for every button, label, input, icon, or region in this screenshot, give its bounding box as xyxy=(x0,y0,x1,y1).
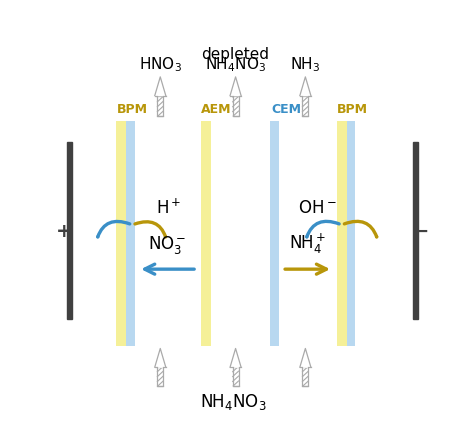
Polygon shape xyxy=(230,348,241,367)
Bar xyxy=(271,121,279,346)
FancyArrowPatch shape xyxy=(98,221,130,237)
Text: AEM: AEM xyxy=(201,103,232,116)
FancyArrowPatch shape xyxy=(344,221,377,237)
Bar xyxy=(157,95,163,116)
Polygon shape xyxy=(155,77,166,95)
Text: −: − xyxy=(413,222,429,241)
Bar xyxy=(201,121,211,346)
Bar xyxy=(347,121,355,346)
Bar xyxy=(337,121,347,346)
Bar xyxy=(302,367,308,386)
Bar xyxy=(233,95,238,116)
Bar xyxy=(233,367,238,386)
FancyArrowPatch shape xyxy=(135,222,165,237)
Text: depleted: depleted xyxy=(201,47,270,62)
Text: NH$_4$NO$_3$: NH$_4$NO$_3$ xyxy=(200,392,266,412)
Text: NO$_3^-$: NO$_3^-$ xyxy=(148,233,187,255)
Text: +: + xyxy=(55,222,72,241)
Text: OH$^-$: OH$^-$ xyxy=(298,199,336,217)
Text: BPM: BPM xyxy=(117,103,148,116)
Bar xyxy=(302,95,308,116)
Text: BPM: BPM xyxy=(337,103,368,116)
Bar xyxy=(127,121,135,346)
Polygon shape xyxy=(300,77,311,95)
Text: HNO$_3$: HNO$_3$ xyxy=(139,55,182,74)
FancyArrowPatch shape xyxy=(307,221,339,237)
Text: H$^+$: H$^+$ xyxy=(156,198,182,217)
Text: NH$_3$: NH$_3$ xyxy=(290,55,320,74)
Bar xyxy=(413,141,418,319)
Text: NH$_4^+$: NH$_4^+$ xyxy=(289,231,326,255)
Text: NH$_4$NO$_3$: NH$_4$NO$_3$ xyxy=(205,55,266,74)
Bar xyxy=(157,367,163,386)
Bar xyxy=(116,121,127,346)
Polygon shape xyxy=(300,348,311,367)
Bar xyxy=(67,141,73,319)
Text: CEM: CEM xyxy=(271,103,301,116)
Polygon shape xyxy=(230,77,241,95)
Polygon shape xyxy=(155,348,166,367)
